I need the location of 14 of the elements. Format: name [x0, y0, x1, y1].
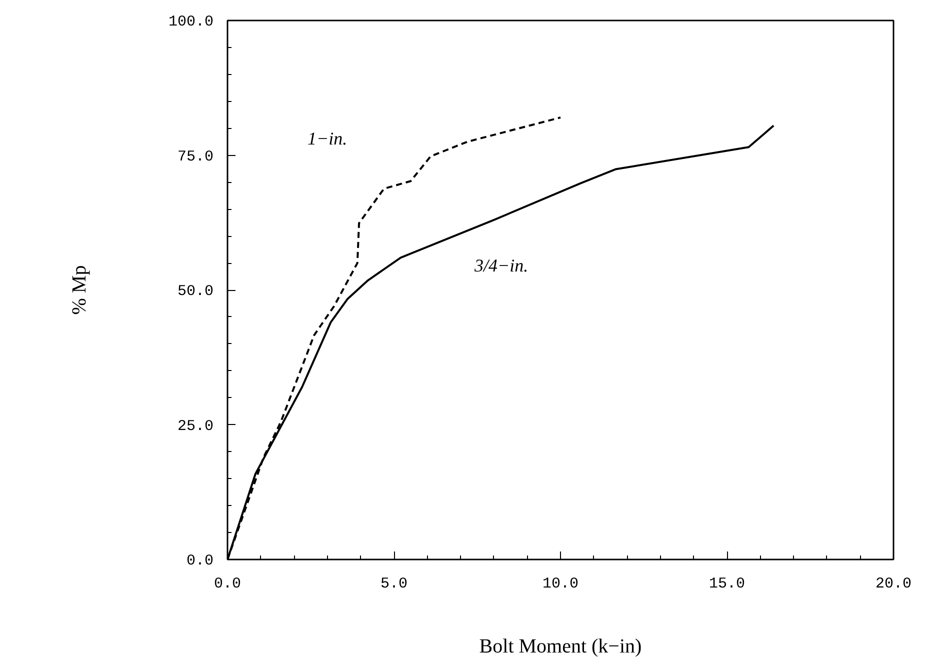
x-tick-label: 10.0 [542, 576, 579, 592]
x-axis-title: Bolt Moment (k−in) [479, 636, 642, 658]
y-tick-label: 0.0 [186, 552, 214, 570]
annotation: 3/4−in. [474, 256, 528, 276]
y-tick-label: 25.0 [177, 418, 214, 435]
x-tick-label: 15.0 [708, 576, 746, 592]
y-axis-title: % Mp [68, 265, 90, 315]
y-tick-label: 75.0 [177, 148, 214, 166]
x-tick-label: 20.0 [875, 576, 912, 592]
y-tick-label: 100.0 [168, 14, 214, 30]
annotation: 1−in. [308, 128, 348, 148]
x-tick-label: 5.0 [380, 576, 408, 592]
x-tick-label: 0.0 [214, 576, 242, 592]
y-tick-label: 50.0 [177, 283, 214, 300]
